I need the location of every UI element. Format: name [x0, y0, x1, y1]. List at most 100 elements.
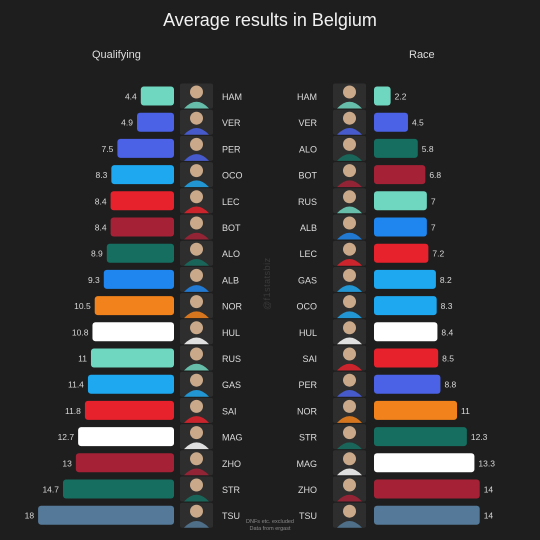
- driver-avatar: [180, 502, 213, 528]
- driver-code-label: OCO: [296, 302, 317, 312]
- value-label: 12.3: [471, 432, 488, 442]
- race-row-ver: VER 4.5: [298, 109, 424, 135]
- driver-code-label: GAS: [298, 275, 317, 285]
- driver-code-label: NOR: [222, 302, 243, 312]
- driver-avatar: [333, 266, 366, 292]
- race-row-lec: LEC 7.2: [299, 240, 444, 266]
- race-chart: HAM 2.2 VER 4.5 ALO 5.8 BOT 6.8 RUS 7 ALB 7 LEC 7.2 GA…: [296, 83, 495, 528]
- bar: [140, 86, 174, 106]
- bar: [106, 243, 174, 263]
- race-row-tsu: TSU 14: [299, 502, 494, 528]
- driver-code-label: ZHO: [222, 459, 241, 469]
- qualifying-row-rus: RUS 11: [78, 345, 241, 371]
- driver-code-label: ZHO: [298, 485, 317, 495]
- driver-avatar: [333, 135, 366, 161]
- driver-avatar: [180, 450, 213, 476]
- qualifying-row-alo: ALO 8.9: [91, 240, 240, 266]
- value-label: 8.8: [444, 380, 456, 390]
- driver-code-label: STR: [299, 433, 318, 443]
- driver-code-label: PER: [298, 380, 317, 390]
- driver-code-label: LEC: [299, 249, 317, 259]
- bar: [117, 138, 174, 158]
- driver-avatar: [180, 109, 213, 135]
- bar: [137, 112, 174, 132]
- driver-code-label: MAG: [296, 459, 317, 469]
- value-label: 10.8: [72, 327, 89, 337]
- driver-avatar: [333, 293, 366, 319]
- qualifying-chart: HAM 4.4 VER 4.9 PER 7.5 OCO 8.3 LEC 8.4 BOT 8.4 ALO 8…: [25, 83, 243, 528]
- driver-avatar: [333, 450, 366, 476]
- driver-avatar: [333, 319, 366, 345]
- driver-avatar: [333, 345, 366, 371]
- value-label: 18: [25, 511, 35, 521]
- qualifying-row-mag: MAG 12.7: [58, 424, 243, 450]
- bar: [374, 191, 427, 211]
- race-row-alb: ALB 7: [300, 214, 436, 240]
- qualifying-row-per: PER 7.5: [102, 135, 241, 161]
- driver-avatar: [333, 162, 366, 188]
- value-label: 5.8: [422, 144, 434, 154]
- driver-avatar: [333, 83, 366, 109]
- race-row-nor: NOR 11: [297, 397, 470, 423]
- bar: [374, 86, 391, 106]
- bar: [78, 427, 174, 447]
- bar: [374, 138, 418, 158]
- driver-code-label: PER: [222, 144, 241, 154]
- qualifying-panel-title: Qualifying: [92, 49, 141, 61]
- driver-avatar: [333, 240, 366, 266]
- race-row-hul: HUL 8.4: [299, 319, 454, 345]
- race-row-rus: RUS 7: [298, 188, 436, 214]
- qualifying-row-bot: BOT 8.4: [95, 214, 241, 240]
- value-label: 4.5: [412, 118, 424, 128]
- bar: [374, 348, 439, 368]
- value-label: 4.4: [125, 92, 137, 102]
- bar: [374, 296, 437, 316]
- bar: [374, 479, 480, 499]
- driver-avatar: [180, 83, 213, 109]
- race-row-per: PER 8.8: [298, 371, 457, 397]
- bar: [110, 191, 174, 211]
- value-label: 4.9: [121, 118, 133, 128]
- driver-code-label: SAI: [302, 354, 317, 364]
- race-panel-title: Race: [409, 49, 435, 61]
- value-label: 8.4: [95, 196, 107, 206]
- driver-avatar: [180, 188, 213, 214]
- race-row-oco: OCO 8.3: [296, 293, 453, 319]
- value-label: 8.4: [95, 223, 107, 233]
- value-label: 7: [431, 223, 436, 233]
- driver-code-label: ALO: [222, 249, 240, 259]
- driver-avatar: [180, 424, 213, 450]
- value-label: 7.5: [102, 144, 114, 154]
- driver-avatar: [180, 345, 213, 371]
- qualifying-row-str: STR 14.7: [42, 476, 241, 502]
- race-row-bot: BOT 6.8: [298, 162, 441, 188]
- qualifying-row-zho: ZHO 13: [62, 450, 241, 476]
- qualifying-row-gas: GAS 11.4: [68, 371, 241, 397]
- qualifying-row-tsu: TSU 18: [25, 502, 240, 528]
- value-label: 11: [461, 406, 470, 416]
- driver-avatar: [333, 397, 366, 423]
- driver-code-label: TSU: [222, 511, 240, 521]
- driver-avatar: [180, 371, 213, 397]
- driver-code-label: LEC: [222, 197, 240, 207]
- bar: [374, 269, 436, 289]
- value-label: 14: [484, 511, 494, 521]
- driver-code-label: MAG: [222, 433, 243, 443]
- watermark: @f1statsbiz: [262, 257, 272, 310]
- driver-avatar: [333, 214, 366, 240]
- bar: [75, 453, 174, 473]
- race-row-alo: ALO 5.8: [299, 135, 434, 161]
- qualifying-row-sai: SAI 11.8: [65, 397, 237, 423]
- driver-avatar: [180, 476, 213, 502]
- value-label: 11.8: [65, 406, 81, 416]
- qualifying-row-ver: VER 4.9: [121, 109, 241, 135]
- driver-code-label: HAM: [297, 92, 317, 102]
- footnote: DNFs etc. excluded Data from ergast: [0, 519, 540, 533]
- footnote-line-1: DNFs etc. excluded: [246, 519, 294, 525]
- value-label: 6.8: [429, 170, 441, 180]
- driver-avatar: [333, 476, 366, 502]
- bar: [38, 505, 174, 525]
- qualifying-row-alb: ALB 9.3: [88, 266, 239, 292]
- driver-avatar: [180, 319, 213, 345]
